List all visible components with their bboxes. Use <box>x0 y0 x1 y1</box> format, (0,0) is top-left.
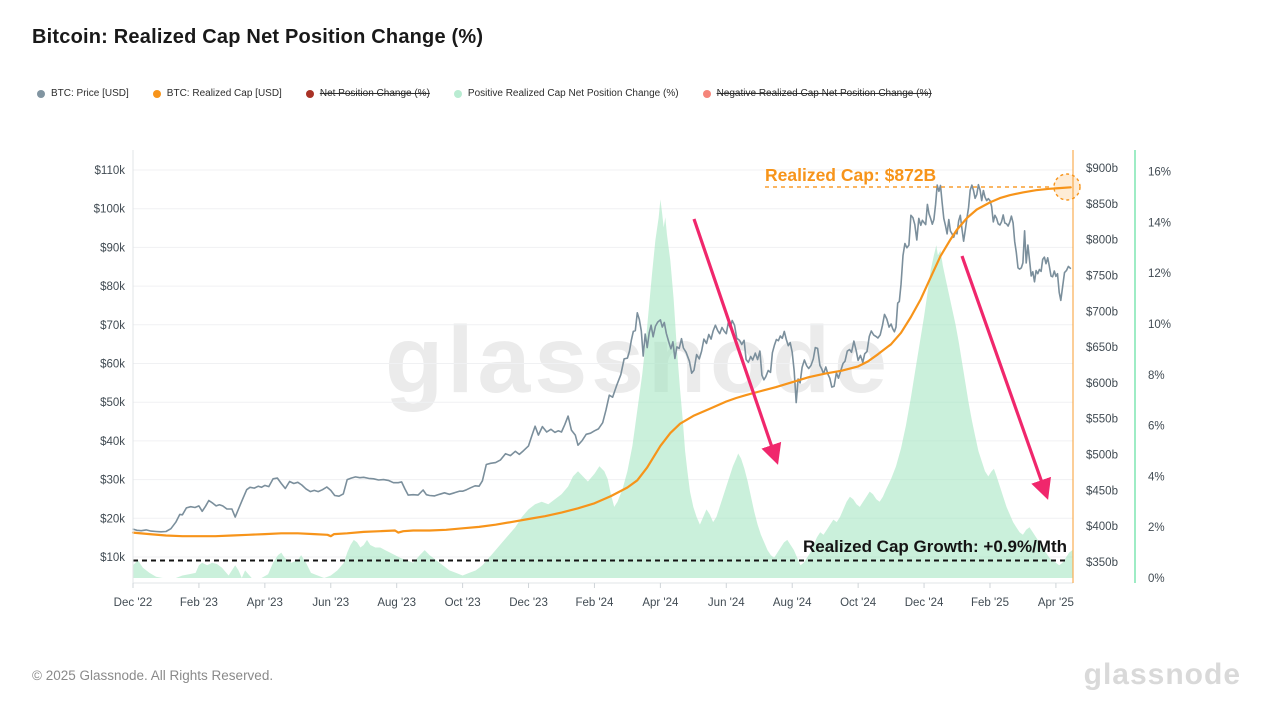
cap-axis-label: $850b <box>1086 199 1118 211</box>
price-axis-label: $110k <box>95 165 126 177</box>
cap-axis-label: $550b <box>1086 414 1118 426</box>
price-axis-label: $70k <box>100 320 125 332</box>
pct-axis-label: 6% <box>1148 421 1165 433</box>
positive-net-position-area <box>133 199 1073 578</box>
x-axis-label: Feb '23 <box>180 597 218 609</box>
realized-cap-endpoint-circle <box>1053 173 1081 201</box>
trend-arrow-1 <box>692 218 782 465</box>
series-dot-icon <box>37 89 45 98</box>
watermark: glassnode <box>385 307 891 413</box>
pct-axis-label: 12% <box>1148 268 1171 280</box>
price-axis-label: $50k <box>100 397 125 409</box>
x-axis-label: Aug '24 <box>773 597 812 609</box>
price-axis-label: $30k <box>100 475 125 487</box>
x-axis-label: Feb '25 <box>971 597 1009 609</box>
series-dot-icon <box>453 89 462 98</box>
price-axis-label: $10k <box>100 552 125 564</box>
cap-axis-label: $600b <box>1086 378 1118 390</box>
price-axis-label: $20k <box>100 513 125 525</box>
x-axis-label: Jun '23 <box>312 597 349 609</box>
x-axis-label: Dec '22 <box>114 597 153 609</box>
pct-axis-label: 0% <box>1148 573 1165 585</box>
x-axis-label: Jun '24 <box>708 597 745 609</box>
pct-axis-label: 4% <box>1148 471 1165 483</box>
price-axis-label: $100k <box>94 204 126 216</box>
x-axis-label: Oct '24 <box>840 597 877 609</box>
x-axis-label: Aug '23 <box>377 597 416 609</box>
cap-axis-label: $700b <box>1086 306 1118 318</box>
cap-axis-label: $500b <box>1086 450 1118 462</box>
x-axis-label: Dec '24 <box>905 597 944 609</box>
cap-axis-label: $400b <box>1086 521 1118 533</box>
legend-item-realized-cap[interactable]: BTC: Realized Cap [USD] <box>152 88 282 99</box>
pct-axis-label: 16% <box>1148 167 1171 179</box>
chart-legend: BTC: Price [USD] BTC: Realized Cap [USD]… <box>37 88 932 99</box>
series-dot-icon <box>702 89 711 98</box>
legend-item-net-position-change[interactable]: Net Position Change (%) <box>305 88 430 99</box>
realized-cap-line <box>131 186 1072 538</box>
glassnode-logo: glassnode <box>1083 658 1241 691</box>
pct-axis-label: 10% <box>1148 319 1171 331</box>
legend-item-positive-net-position[interactable]: Positive Realized Cap Net Position Chang… <box>453 88 679 99</box>
price-axis-label: $80k <box>100 281 125 293</box>
axes: $110k $100k $90k $80k $70k $60k $50k $40k $30k $2… <box>94 150 1171 609</box>
cap-axis-label: $650b <box>1086 342 1118 354</box>
pct-axis-label: 14% <box>1148 217 1171 229</box>
cap-axis-label: $450b <box>1086 485 1118 497</box>
price-axis-label: $60k <box>100 359 125 371</box>
growth-label: Realized Cap Growth: +0.9%/Mth <box>803 537 1067 556</box>
x-axis-label: Feb '24 <box>575 597 614 609</box>
page-title: Bitcoin: Realized Cap Net Position Chang… <box>32 26 484 48</box>
x-axis-label: Apr '24 <box>642 597 679 609</box>
legend-item-negative-net-position[interactable]: Negative Realized Cap Net Position Chang… <box>702 88 932 99</box>
pct-axis-label: 2% <box>1148 522 1165 534</box>
trend-arrow-2 <box>960 255 1051 500</box>
legend-item-btc-price[interactable]: BTC: Price [USD] <box>37 88 129 99</box>
series-dot-icon <box>305 89 314 98</box>
btc-price-line <box>132 183 1072 533</box>
realized-cap-callout-label: Realized Cap: $872B <box>765 165 936 185</box>
x-axis-label: Oct '23 <box>445 597 481 609</box>
series-dot-icon <box>152 89 161 98</box>
pct-axis-label: 8% <box>1148 370 1165 382</box>
x-axis-label: Dec '23 <box>509 597 548 609</box>
x-axis-label: Apr '25 <box>1038 597 1074 609</box>
cap-axis-label: $900b <box>1086 163 1118 175</box>
cap-axis-label: $800b <box>1086 235 1118 247</box>
copyright-text: © 2025 Glassnode. All Rights Reserved. <box>32 668 274 683</box>
cap-axis-label: $750b <box>1086 270 1118 282</box>
price-axis-label: $90k <box>100 242 125 254</box>
x-axis-label: Apr '23 <box>247 597 283 609</box>
price-axis-label: $40k <box>100 436 125 448</box>
cap-axis-label: $350b <box>1086 557 1118 569</box>
